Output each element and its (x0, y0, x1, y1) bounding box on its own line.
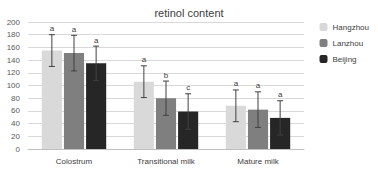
svg-text:180: 180 (7, 30, 21, 39)
svg-text:Hangzhou: Hangzhou (333, 23, 369, 32)
svg-text:b: b (164, 71, 169, 80)
svg-text:a: a (256, 81, 261, 90)
svg-text:80: 80 (11, 94, 20, 103)
svg-text:20: 20 (11, 132, 20, 141)
svg-text:a: a (142, 55, 147, 64)
svg-text:retinol content: retinol content (154, 7, 223, 19)
svg-text:120: 120 (7, 68, 21, 77)
svg-text:a: a (278, 90, 283, 99)
svg-text:40: 40 (11, 119, 20, 128)
svg-text:Mature milk: Mature milk (237, 157, 279, 166)
svg-text:140: 140 (7, 56, 21, 65)
svg-text:60: 60 (11, 106, 20, 115)
svg-text:160: 160 (7, 43, 21, 52)
svg-text:a: a (94, 36, 99, 45)
svg-text:Colostrum: Colostrum (56, 157, 93, 166)
svg-text:a: a (234, 79, 239, 88)
svg-text:a: a (50, 24, 55, 33)
svg-text:200: 200 (7, 18, 21, 27)
svg-text:0: 0 (16, 145, 21, 154)
svg-text:a: a (72, 25, 77, 34)
svg-text:Transitional milk: Transitional milk (137, 157, 195, 166)
svg-text:100: 100 (7, 81, 21, 90)
svg-text:Lanzhou: Lanzhou (333, 39, 364, 48)
svg-text:Beijing: Beijing (333, 55, 357, 64)
svg-text:c: c (186, 83, 190, 92)
